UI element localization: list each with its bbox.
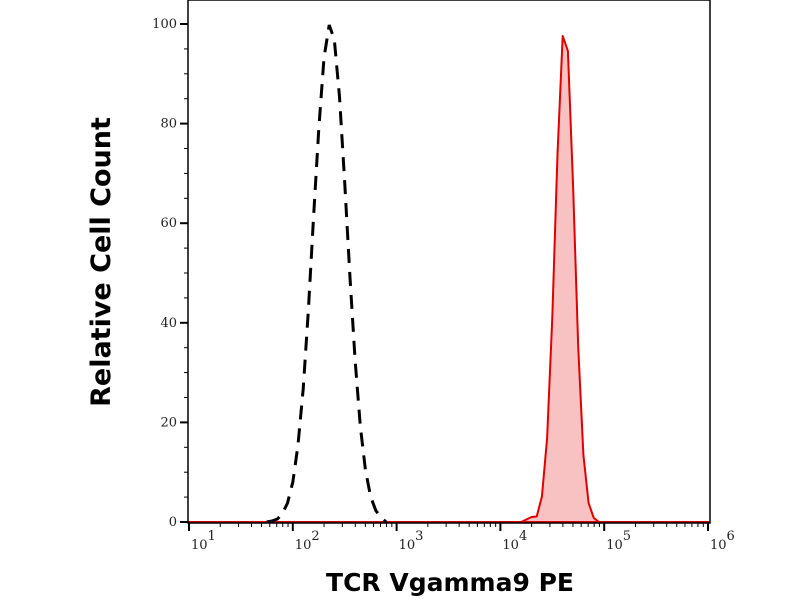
x-tick-label: 106: [710, 529, 735, 553]
axes-layer: 0 20 40 60 80 100 101 102 103 104 105 106: [152, 17, 735, 553]
x-tick-label: 103: [399, 529, 424, 553]
y-tick-label: 20: [160, 415, 177, 430]
y-tick-label: 100: [152, 17, 177, 32]
y-axis-title: Relative Cell Count: [86, 117, 117, 407]
y-tick-label: 0: [169, 515, 177, 530]
plot-frame: [187, 0, 711, 524]
y-tick-label: 40: [160, 316, 177, 331]
series-layer: [188, 24, 710, 524]
series-1-area: [520, 35, 600, 523]
series-0-line: [266, 24, 388, 524]
x-axis-title: TCR Vgamma9 PE: [326, 568, 574, 597]
x-tick-label: 105: [606, 529, 631, 553]
y-tick-label: 80: [160, 117, 177, 132]
x-tick-label: 102: [295, 529, 320, 553]
x-tick-label: 101: [191, 529, 216, 553]
x-tick-label: 104: [502, 529, 527, 553]
y-tick-label: 60: [160, 216, 177, 231]
